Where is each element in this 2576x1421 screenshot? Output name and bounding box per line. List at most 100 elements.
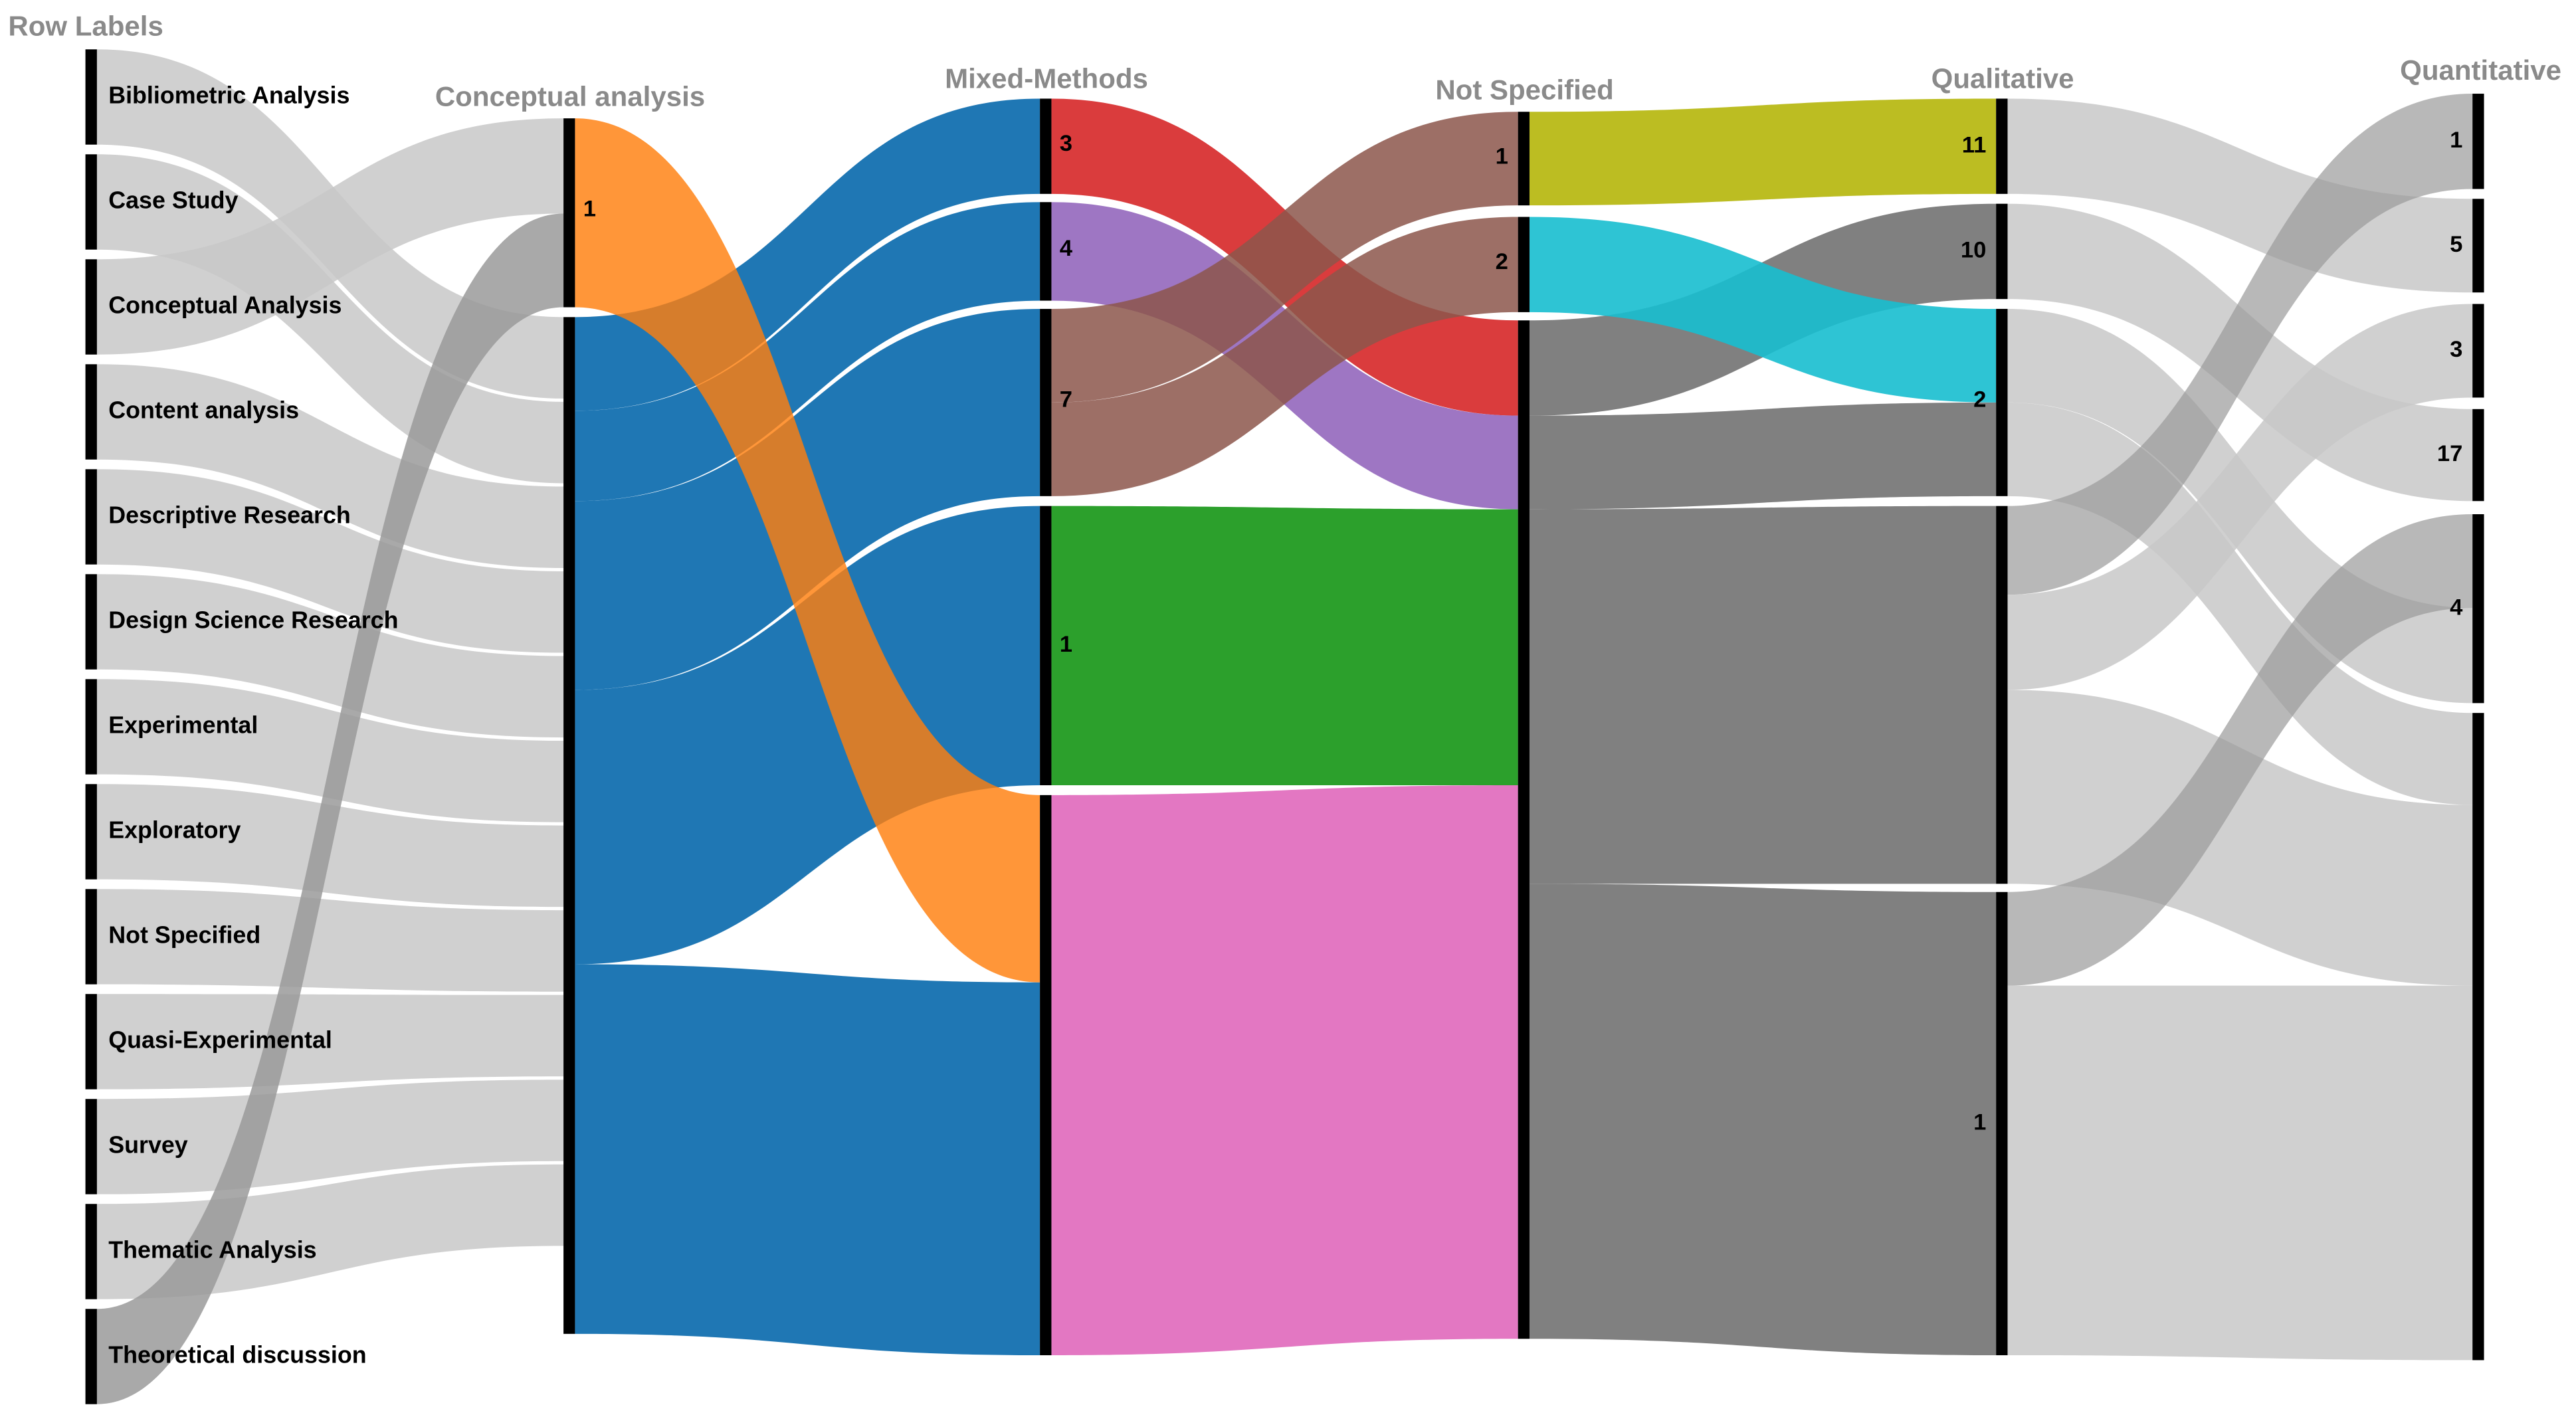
node-bar (85, 364, 97, 460)
node-bar (85, 49, 97, 145)
flow (575, 202, 1040, 502)
node-bar (85, 679, 97, 775)
row-label: Survey (108, 1131, 188, 1158)
node-label: 4 (1060, 236, 1073, 261)
row-label: Case Study (108, 187, 238, 213)
flow (96, 118, 564, 355)
flow (2007, 690, 2473, 986)
flow (96, 1080, 564, 1194)
node-label: 1 (583, 197, 596, 222)
row-label: Bibliometric Analysis (108, 82, 349, 108)
node-label: 3 (1060, 131, 1072, 156)
flow (96, 213, 564, 1404)
node-bar (1040, 308, 1052, 496)
node-label: 2 (1496, 249, 1508, 274)
row-label: Not Specified (108, 921, 260, 948)
node-bar (1040, 795, 1052, 1355)
node-label: 3 (2450, 337, 2462, 362)
node-label: 10 (1961, 238, 1987, 263)
node-bar (85, 994, 97, 1089)
row-label: Design Science Research (108, 607, 398, 633)
node-label: 7 (1060, 387, 1072, 413)
node-label: 1 (1060, 632, 1072, 657)
node-bar (1996, 892, 2008, 1355)
flow (1529, 217, 1997, 403)
node-label: 11 (1962, 132, 1987, 157)
node-bar (85, 1204, 97, 1299)
row-label: Experimental (108, 711, 258, 738)
flow (2007, 304, 2473, 690)
flow (96, 889, 564, 992)
node-label: 5 (2450, 232, 2462, 257)
node-bar (85, 1099, 97, 1194)
node-bar (1518, 112, 1530, 206)
flow (96, 679, 564, 822)
node-bar (1040, 98, 1052, 194)
node-bar (85, 784, 97, 880)
row-label: Exploratory (108, 816, 241, 843)
node-bar (563, 118, 575, 308)
row-label: Theoretical discussion (108, 1341, 366, 1368)
flow (575, 118, 1040, 983)
node-label: 17 (2437, 441, 2463, 466)
node-bar (1518, 320, 1530, 1339)
node-bar (2472, 199, 2484, 293)
node-bar (2472, 713, 2484, 1361)
flow (575, 964, 1040, 1355)
node-bar (2472, 94, 2484, 189)
flow (96, 994, 564, 1089)
node-bar (1040, 202, 1052, 301)
flow (2007, 514, 2473, 986)
flow (1529, 402, 1997, 510)
column-title: Row Labels (8, 10, 163, 41)
flow (575, 506, 1040, 965)
row-label: Descriptive Research (108, 502, 351, 528)
column-title: Conceptual analysis (435, 81, 705, 112)
node-label: 1 (1973, 1109, 1986, 1135)
node-label: 2 (1973, 387, 1986, 413)
flows (96, 49, 2473, 1404)
flow (2007, 98, 2473, 293)
flow (2007, 985, 2473, 1361)
node-bar (1996, 98, 2008, 194)
node-label: 1 (1496, 144, 1508, 169)
node-bar (85, 889, 97, 985)
flow (1529, 884, 1997, 1355)
flow (1051, 112, 1518, 403)
node-bar (85, 154, 97, 250)
node-bar (85, 469, 97, 565)
node-bar (85, 574, 97, 670)
node-bar (2472, 514, 2484, 704)
flow (1051, 217, 1518, 496)
node-bar (1518, 217, 1530, 312)
nodes: Row Labels Bibliometric Analysis Case Stud… (8, 10, 2561, 1404)
flow (96, 364, 564, 569)
flow (1529, 98, 1997, 206)
row-label: Thematic Analysis (108, 1236, 316, 1263)
column-title: Mixed-Methods (945, 62, 1148, 94)
node-bar (1996, 506, 2008, 884)
node-label: 1 (2450, 128, 2462, 153)
flow (1051, 506, 1518, 786)
node-bar (2472, 409, 2484, 502)
node-label: 4 (2450, 595, 2463, 620)
flow (1529, 506, 1997, 884)
column-title: Not Specified (1435, 74, 1613, 106)
flow (1051, 785, 1518, 1355)
node-bar (563, 317, 575, 1334)
node-bar (2472, 304, 2484, 398)
row-label: Conceptual Analysis (108, 292, 342, 318)
column-title: Quantitative (2400, 54, 2561, 86)
flow (2007, 94, 2473, 595)
flow (96, 574, 564, 738)
node-bar (85, 259, 97, 355)
node-bar (1996, 308, 2008, 496)
row-label: Quasi-Experimental (108, 1026, 332, 1053)
node-bar (85, 1309, 97, 1404)
flow (96, 469, 564, 653)
column-title: Qualitative (1932, 62, 2074, 94)
node-bar (1040, 506, 1052, 786)
node-bar (1996, 203, 2008, 300)
